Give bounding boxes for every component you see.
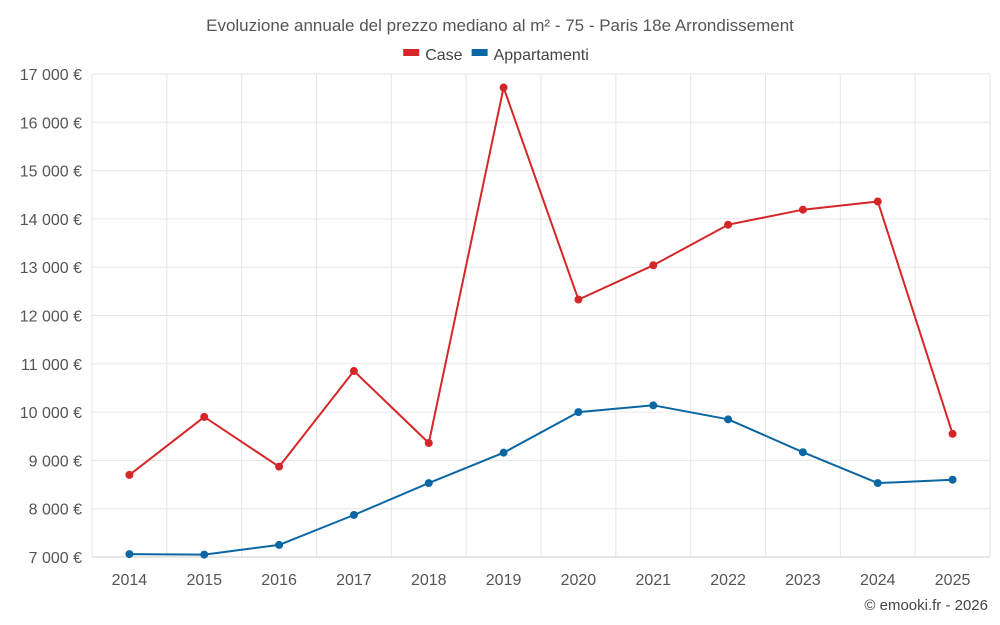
data-point[interactable] (574, 408, 583, 417)
data-point[interactable] (649, 261, 658, 270)
x-tick-label: 2025 (935, 572, 971, 589)
x-tick-label: 2016 (261, 572, 297, 589)
data-point[interactable] (798, 205, 807, 214)
data-point[interactable] (275, 540, 284, 549)
data-point[interactable] (125, 550, 134, 559)
y-tick-label: 13 000 € (20, 260, 82, 277)
data-point[interactable] (948, 475, 957, 484)
y-tick-label: 11 000 € (21, 357, 82, 374)
y-tick-label: 14 000 € (20, 212, 82, 229)
y-tick-label: 10 000 € (20, 405, 82, 422)
data-point[interactable] (200, 550, 209, 559)
y-tick-label: 7 000 € (29, 550, 82, 567)
data-point[interactable] (798, 448, 807, 457)
series-case (125, 83, 957, 479)
data-point[interactable] (125, 470, 134, 479)
legend-label: Appartamenti (494, 47, 589, 64)
data-point[interactable] (349, 510, 358, 519)
x-axis: 2014 2015 2016 2017 2018 2019 2020 2021 2022 2023… (112, 572, 971, 589)
data-point[interactable] (724, 220, 733, 229)
data-point[interactable] (649, 401, 658, 410)
y-tick-label: 17 000 € (20, 67, 82, 84)
y-axis: 7 000 € 8 000 € 9 000 € 10 000 € 11 000 € 12 … (20, 67, 82, 567)
data-point[interactable] (424, 439, 433, 448)
y-tick-label: 12 000 € (20, 309, 82, 326)
y-tick-label: 15 000 € (20, 164, 82, 181)
legend-item-case[interactable]: Case (403, 47, 463, 64)
x-tick-label: 2021 (635, 572, 671, 589)
data-point[interactable] (873, 197, 882, 206)
legend-label: Case (425, 47, 462, 64)
data-point[interactable] (948, 429, 957, 438)
y-tick-label: 9 000 € (29, 453, 82, 470)
x-tick-label: 2018 (411, 572, 447, 589)
data-point[interactable] (873, 479, 882, 488)
data-point[interactable] (499, 448, 508, 457)
x-tick-label: 2024 (860, 572, 896, 589)
series-layer (125, 83, 957, 559)
grid (91, 73, 991, 558)
y-tick-label: 8 000 € (29, 502, 82, 519)
data-point[interactable] (424, 479, 433, 488)
data-point[interactable] (200, 412, 209, 421)
x-tick-label: 2019 (486, 572, 522, 589)
x-tick-label: 2015 (186, 572, 222, 589)
x-tick-label: 2023 (785, 572, 821, 589)
data-point[interactable] (275, 462, 284, 471)
credit-text: © emooki.fr - 2026 (864, 597, 988, 614)
data-point[interactable] (724, 415, 733, 424)
legend-item-appartamenti[interactable]: Appartamenti (471, 47, 589, 64)
x-tick-label: 2017 (336, 572, 372, 589)
x-tick-label: 2022 (710, 572, 746, 589)
legend-swatch (403, 49, 420, 56)
series-line (129, 404, 953, 556)
chart-title: Evoluzione annuale del prezzo mediano al… (206, 16, 794, 35)
x-tick-label: 2014 (112, 572, 148, 589)
y-tick-label: 16 000 € (20, 115, 82, 132)
chart-legend: Case Appartamenti (403, 47, 589, 64)
x-tick-label: 2020 (561, 572, 597, 589)
series-line (128, 86, 954, 476)
legend-swatch (471, 49, 488, 56)
series-appartamenti (125, 401, 957, 559)
data-point[interactable] (499, 83, 508, 92)
data-point[interactable] (574, 295, 583, 304)
data-point[interactable] (349, 367, 358, 376)
